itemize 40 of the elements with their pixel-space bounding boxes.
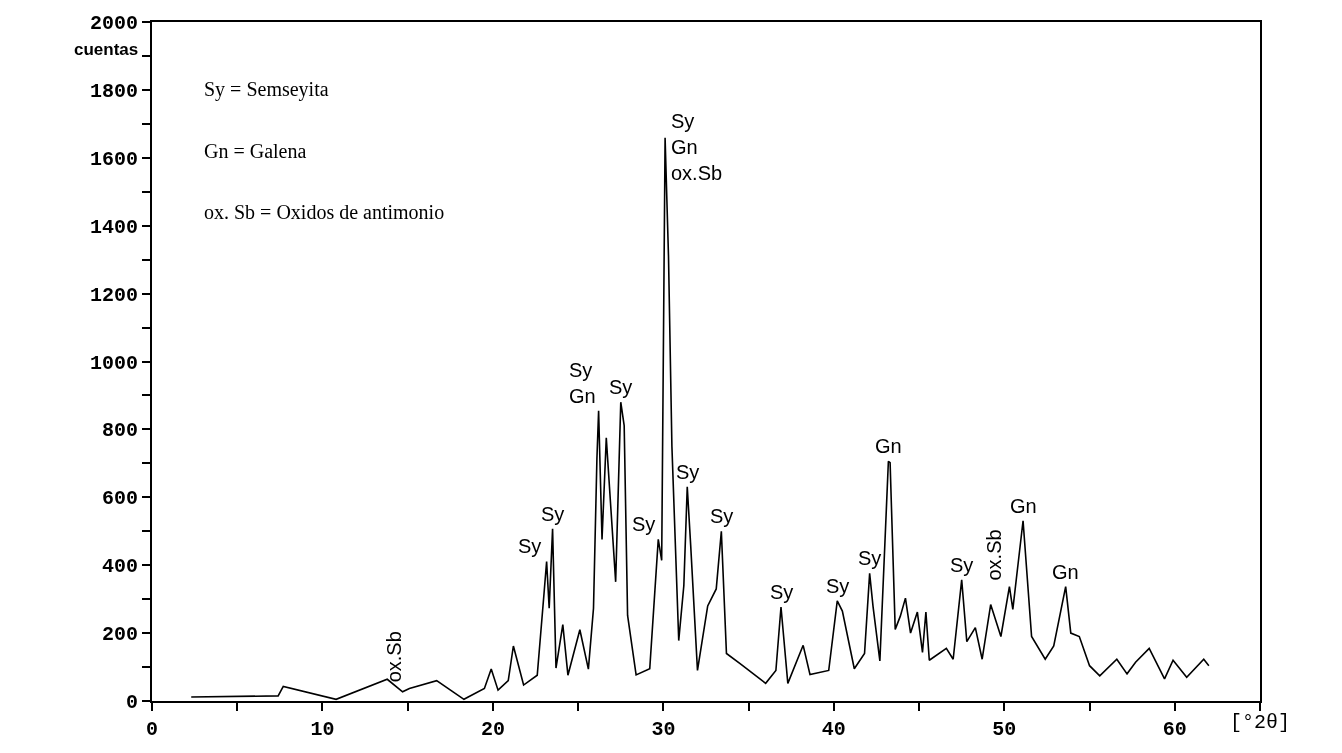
- y-tick-label: 600: [101, 487, 138, 511]
- annotation: Gn: [1010, 495, 1037, 517]
- annotation: Sy: [632, 513, 656, 535]
- annotation: Gn: [1052, 561, 1079, 583]
- y-tick-label: 1000: [89, 351, 138, 375]
- annotation: ox. Sb = Oxidos de antimonio: [204, 201, 445, 223]
- annotation: Sy Gn ox.Sb: [671, 110, 723, 184]
- annotation: Gn = Galena: [204, 140, 307, 162]
- annotation: ox.Sb: [383, 631, 406, 683]
- y-tick-label: 800: [101, 419, 138, 443]
- annotation: Sy: [518, 535, 542, 557]
- annotation: Sy: [950, 554, 974, 576]
- annotation: Gn: [875, 435, 902, 457]
- y-tick-label: 1800: [89, 79, 138, 103]
- x-tick-label: 0: [145, 718, 159, 741]
- x-axis-title: [°2θ]: [1230, 711, 1291, 734]
- y-tick-label: 0: [125, 691, 138, 714]
- annotation: Sy: [826, 575, 850, 597]
- annotation: Sy: [858, 547, 882, 569]
- annotation: Sy: [710, 505, 734, 527]
- annotation: Sy: [609, 376, 633, 398]
- annotation: Sy: [676, 461, 700, 483]
- annotation: Sy: [541, 503, 565, 525]
- annotation: Sy = Semseyita: [204, 78, 329, 101]
- x-tick-label: 30: [651, 718, 676, 741]
- y-tick-label: 1600: [89, 147, 138, 171]
- y-tick-label: 1200: [89, 283, 138, 307]
- x-tick-label: 40: [821, 718, 846, 741]
- x-tick-label: 20: [480, 718, 505, 741]
- y-tick-label: 1400: [89, 215, 138, 239]
- x-tick-label: 50: [992, 718, 1017, 741]
- x-tick-label: 60: [1162, 718, 1187, 741]
- annotation: Sy Gn: [569, 359, 596, 407]
- annotation: Sy: [770, 581, 794, 603]
- annotation: ox.Sb: [983, 529, 1006, 581]
- y-tick-label: 400: [101, 555, 138, 579]
- y-tick-label: 2000: [89, 12, 138, 35]
- x-tick-label: 10: [310, 718, 335, 741]
- y-tick-label: 200: [101, 623, 138, 647]
- y-axis-title: cuentas: [74, 40, 139, 59]
